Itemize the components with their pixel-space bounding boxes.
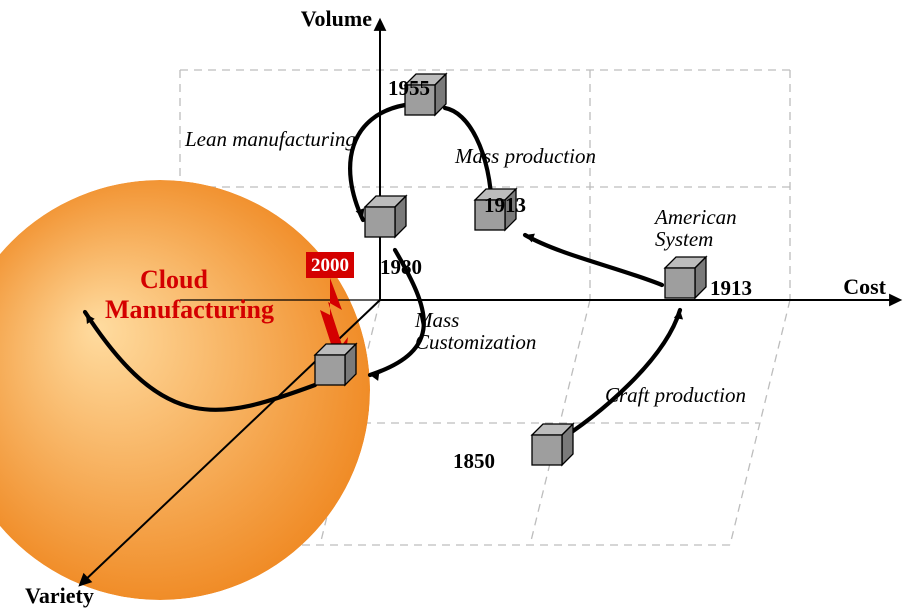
cube-y1913a xyxy=(665,257,706,298)
cube-y1980 xyxy=(365,196,406,237)
label-american-1: American xyxy=(653,205,737,229)
label-mass: Mass production xyxy=(454,144,596,168)
label-craft: Craft production xyxy=(605,383,746,407)
cloud-sphere xyxy=(0,180,370,600)
label-masscust-2: Customization xyxy=(415,330,536,354)
year-y1955: 1955 xyxy=(388,76,430,100)
curve-1913a-to-1913b xyxy=(525,235,662,285)
year-y1913b: 1913 xyxy=(484,193,526,217)
cube-y1850 xyxy=(532,424,573,465)
year-y1913a: 1913 xyxy=(710,276,752,300)
label-masscust-1: Mass xyxy=(414,308,459,332)
cube-y2000 xyxy=(315,344,356,385)
axis-label-cost: Cost xyxy=(843,274,886,299)
label-cloud-1: Cloud xyxy=(140,265,208,294)
year-y1850: 1850 xyxy=(453,449,495,473)
axis-label-volume: Volume xyxy=(301,6,373,31)
label-lean: Lean manufacturing xyxy=(184,127,356,151)
label-cloud-2: Manufacturing xyxy=(105,295,274,324)
year-y2000: 2000 xyxy=(311,255,349,276)
year-y1980: 1980 xyxy=(380,255,422,279)
label-american-2: System xyxy=(655,227,713,251)
axis-label-variety: Variety xyxy=(25,583,94,608)
